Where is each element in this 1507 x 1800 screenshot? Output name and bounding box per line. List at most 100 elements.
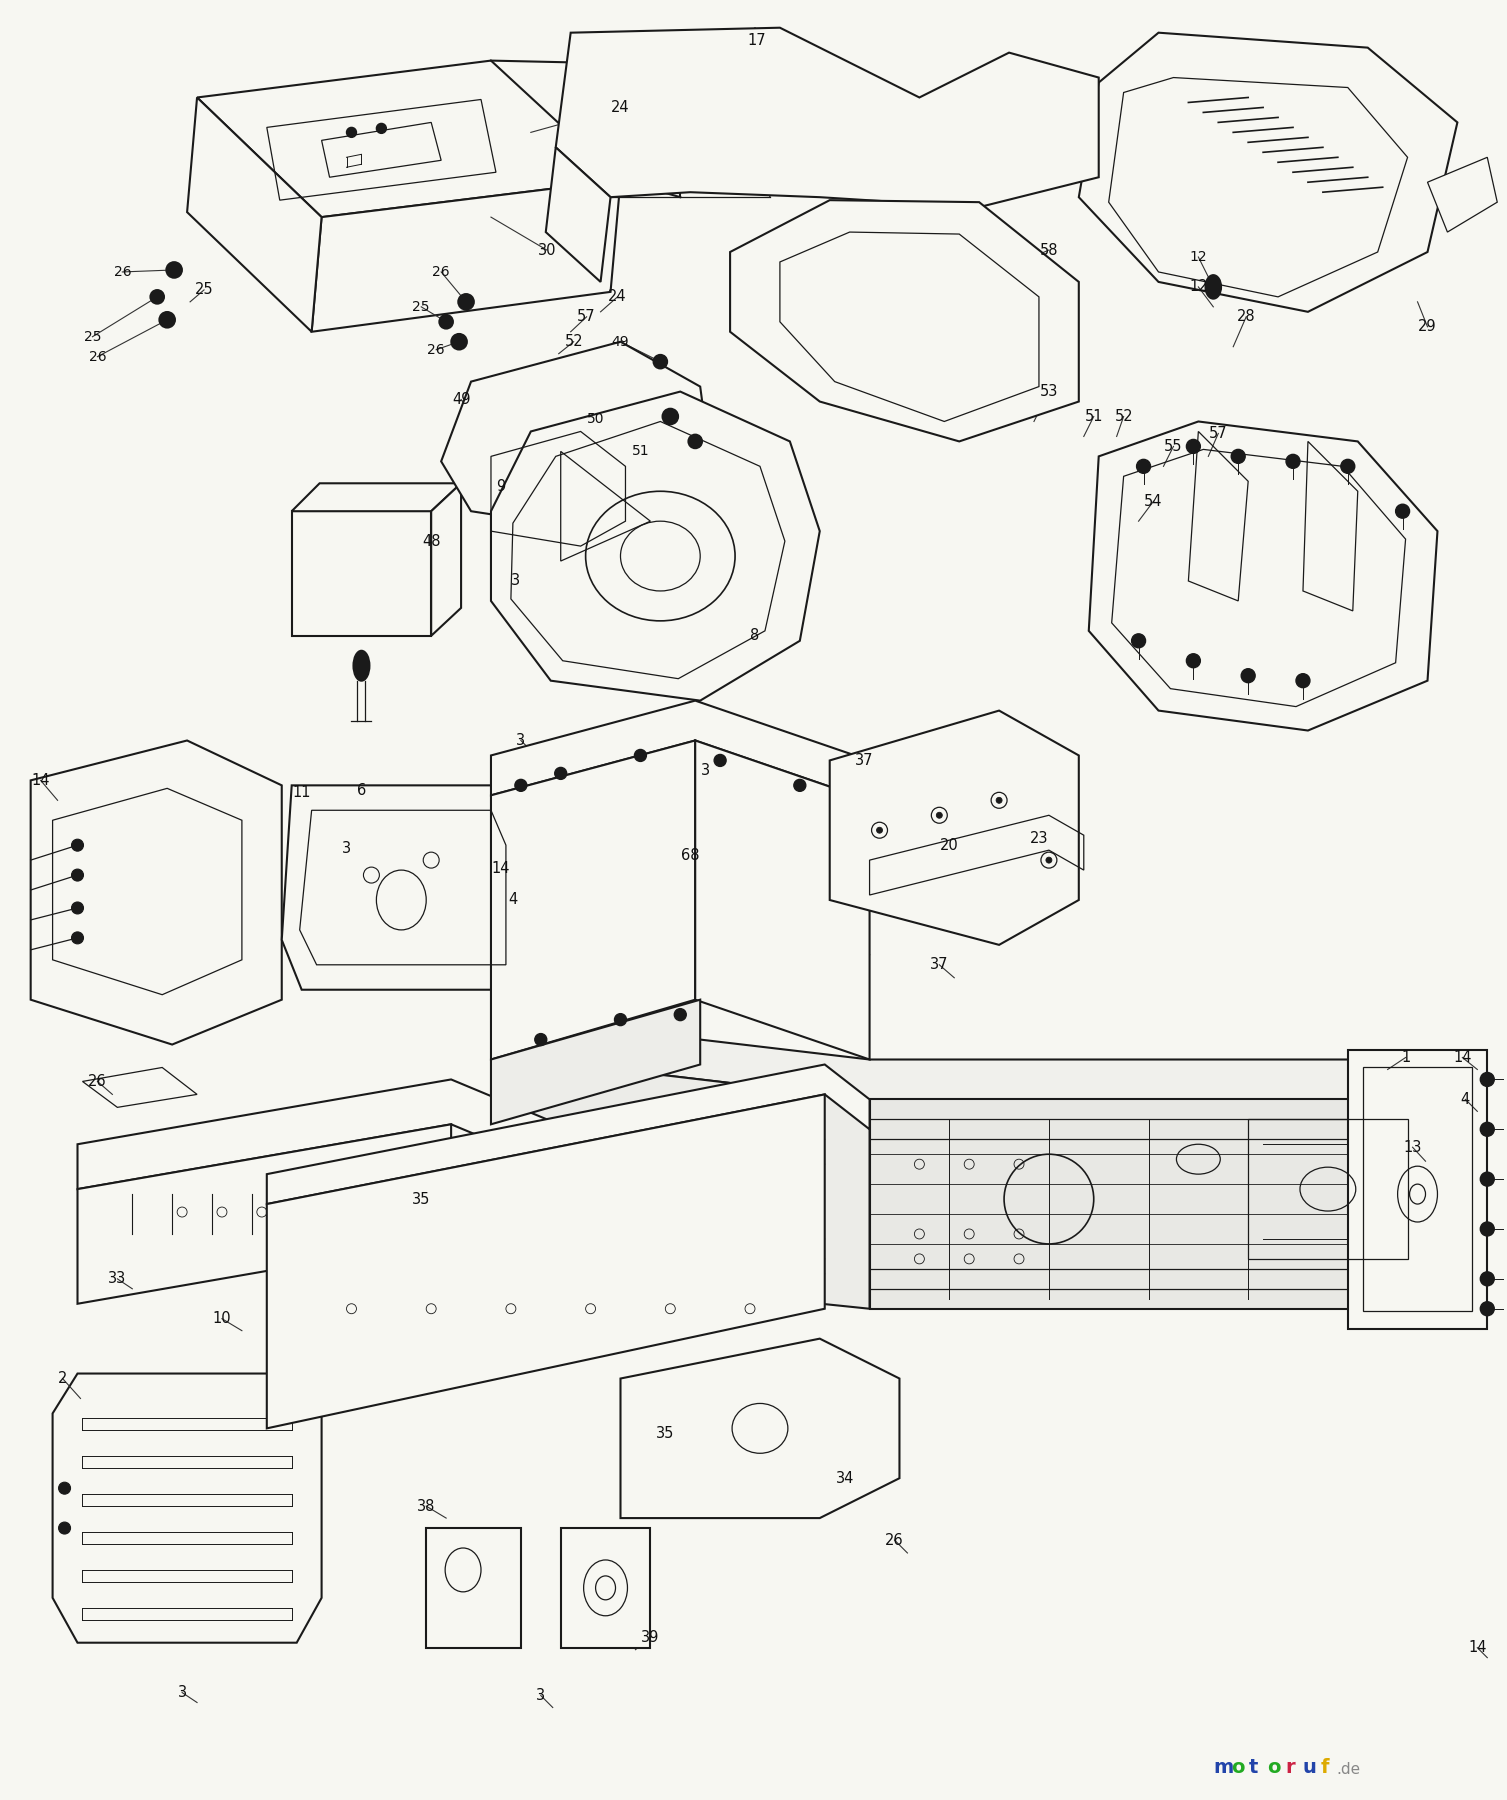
- Ellipse shape: [1046, 857, 1052, 864]
- Ellipse shape: [377, 124, 386, 133]
- Ellipse shape: [439, 315, 454, 329]
- Ellipse shape: [151, 290, 164, 304]
- Text: 3: 3: [517, 733, 526, 749]
- Text: 26: 26: [885, 1532, 904, 1548]
- Polygon shape: [830, 711, 1079, 945]
- Ellipse shape: [714, 754, 726, 767]
- Polygon shape: [1427, 157, 1498, 232]
- Polygon shape: [491, 700, 870, 801]
- Polygon shape: [546, 148, 610, 283]
- Polygon shape: [426, 1528, 521, 1647]
- Polygon shape: [621, 1339, 900, 1517]
- Ellipse shape: [347, 128, 357, 137]
- Text: 1: 1: [1402, 1049, 1411, 1066]
- Polygon shape: [530, 1060, 870, 1309]
- Polygon shape: [530, 1019, 1418, 1100]
- Ellipse shape: [1136, 459, 1150, 473]
- Polygon shape: [695, 740, 870, 1060]
- Ellipse shape: [1341, 459, 1355, 473]
- Text: 17: 17: [747, 32, 766, 49]
- Text: 8: 8: [750, 628, 760, 643]
- Ellipse shape: [794, 779, 806, 792]
- Polygon shape: [1088, 421, 1438, 731]
- Text: 54: 54: [1144, 493, 1163, 509]
- Text: 39: 39: [640, 1631, 660, 1645]
- Text: 37: 37: [856, 752, 874, 769]
- Text: 24: 24: [612, 101, 630, 115]
- Text: 14: 14: [1468, 1640, 1486, 1656]
- Polygon shape: [1347, 1049, 1487, 1328]
- Text: 35: 35: [411, 1192, 431, 1206]
- Ellipse shape: [59, 1481, 71, 1494]
- Text: r: r: [1285, 1759, 1295, 1777]
- Text: 37: 37: [930, 958, 948, 972]
- Text: t: t: [1249, 1759, 1258, 1777]
- Text: 58: 58: [1040, 243, 1058, 257]
- Text: o: o: [1231, 1759, 1245, 1777]
- Ellipse shape: [354, 652, 369, 680]
- Text: 55: 55: [1165, 439, 1183, 454]
- Text: 12: 12: [1189, 279, 1207, 295]
- Ellipse shape: [71, 932, 83, 943]
- Ellipse shape: [1242, 670, 1255, 682]
- Polygon shape: [30, 740, 282, 1044]
- Ellipse shape: [634, 749, 647, 761]
- Text: 49: 49: [452, 392, 470, 407]
- Text: 20: 20: [940, 837, 958, 853]
- Polygon shape: [267, 1094, 824, 1429]
- Ellipse shape: [1206, 275, 1221, 299]
- Ellipse shape: [515, 779, 527, 792]
- Text: 26: 26: [113, 265, 131, 279]
- Text: 57: 57: [577, 310, 595, 324]
- Polygon shape: [77, 1080, 571, 1190]
- Ellipse shape: [71, 839, 83, 851]
- Text: .de: .de: [1337, 1762, 1361, 1777]
- Polygon shape: [442, 342, 710, 531]
- Polygon shape: [491, 392, 820, 700]
- Polygon shape: [267, 1064, 870, 1204]
- Text: 26: 26: [428, 342, 445, 356]
- Polygon shape: [556, 27, 1099, 207]
- Text: 14: 14: [491, 860, 511, 875]
- Text: 33: 33: [109, 1271, 127, 1287]
- Ellipse shape: [1285, 454, 1301, 468]
- Ellipse shape: [1296, 673, 1310, 688]
- Ellipse shape: [674, 1008, 686, 1021]
- Text: 10: 10: [212, 1310, 231, 1327]
- Text: 13: 13: [1403, 1139, 1421, 1156]
- Text: 12: 12: [1189, 250, 1207, 265]
- Ellipse shape: [1132, 634, 1145, 648]
- Text: 30: 30: [538, 243, 556, 257]
- Polygon shape: [561, 1528, 651, 1647]
- Text: 51: 51: [1085, 409, 1103, 425]
- Polygon shape: [292, 482, 461, 511]
- Text: 48: 48: [422, 533, 440, 549]
- Text: 3: 3: [536, 1688, 546, 1703]
- Polygon shape: [312, 180, 621, 331]
- Polygon shape: [870, 1100, 1418, 1309]
- Ellipse shape: [166, 263, 182, 277]
- Text: 25: 25: [194, 283, 214, 297]
- Text: 34: 34: [835, 1471, 854, 1485]
- Text: 3: 3: [701, 763, 710, 778]
- Ellipse shape: [160, 311, 175, 328]
- Text: 4: 4: [1460, 1093, 1469, 1107]
- Polygon shape: [77, 1125, 451, 1303]
- Ellipse shape: [615, 1013, 627, 1026]
- Polygon shape: [53, 1373, 321, 1643]
- Ellipse shape: [1480, 1123, 1495, 1136]
- Ellipse shape: [71, 869, 83, 880]
- Polygon shape: [491, 999, 701, 1125]
- Text: 6: 6: [357, 783, 366, 797]
- Text: o: o: [1267, 1759, 1281, 1777]
- Polygon shape: [1079, 32, 1457, 311]
- Ellipse shape: [663, 409, 678, 425]
- Ellipse shape: [877, 828, 883, 833]
- Text: 25: 25: [84, 329, 101, 344]
- Ellipse shape: [1186, 653, 1201, 668]
- Text: 28: 28: [1237, 310, 1255, 324]
- Ellipse shape: [1480, 1222, 1495, 1237]
- Ellipse shape: [996, 797, 1002, 803]
- Text: 25: 25: [413, 301, 429, 313]
- Text: 14: 14: [32, 772, 50, 788]
